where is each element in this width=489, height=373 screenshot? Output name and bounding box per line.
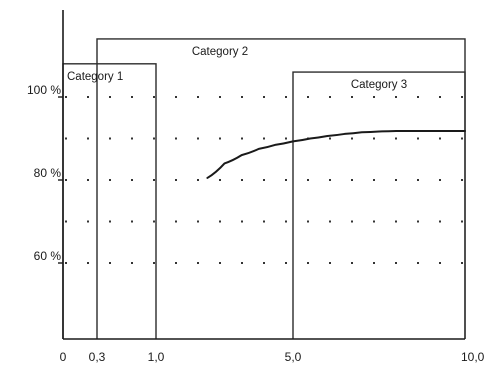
label-layer: Category 1 Category 2 Category 3 100 % 80 % 6…: [27, 46, 485, 364]
category-box-2: [96, 38, 466, 339]
series-curve: [206, 130, 466, 179]
axis-layer: [58, 10, 465, 340]
category-label-3: Category 3: [351, 79, 407, 91]
y-tick-label-100: 100 %: [27, 83, 61, 97]
curve-layer: [206, 130, 466, 179]
x-tick-label-0-3: 0,3: [89, 350, 106, 364]
x-tick-label-10: 10,0: [461, 350, 485, 364]
category-label-1: Category 1: [67, 71, 123, 83]
y-tick-label-80: 80 %: [34, 166, 62, 180]
x-tick-label-1: 1,0: [148, 350, 165, 364]
category-box-3: [292, 71, 466, 339]
category-label-2: Category 2: [192, 46, 248, 58]
x-tick-label-5: 5,0: [285, 350, 302, 364]
grid-layer: [65, 96, 463, 264]
category-box-1: [62, 63, 157, 339]
x-tick-label-0: 0: [60, 350, 67, 364]
y-tick-label-60: 60 %: [34, 249, 62, 263]
